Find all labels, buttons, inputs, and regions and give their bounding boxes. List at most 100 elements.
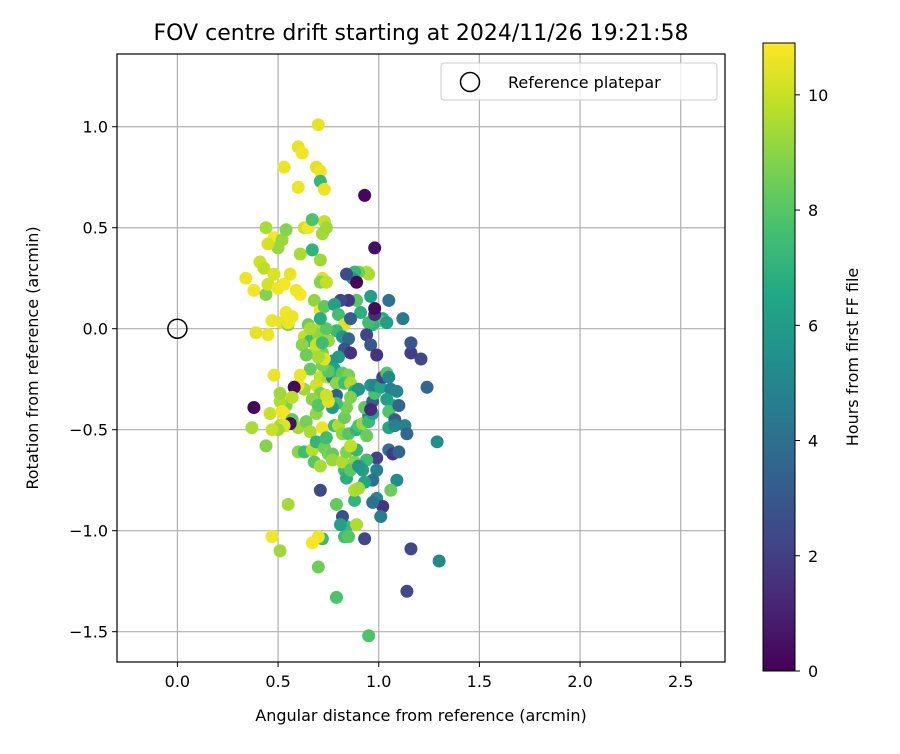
scatter-point — [247, 400, 261, 414]
scatter-point — [352, 481, 366, 495]
scatter-point — [313, 253, 327, 267]
scatter-point — [374, 380, 388, 394]
plot-frame — [116, 53, 726, 663]
scatter-point — [384, 483, 398, 497]
scatter-point — [275, 233, 289, 247]
scatter-point — [390, 384, 404, 398]
scatter-point — [392, 398, 406, 412]
colorbar-tick-label: 6 — [808, 316, 818, 335]
scatter-point — [354, 306, 368, 320]
scatter-point — [366, 495, 380, 509]
x-tick-label: 0.0 — [165, 672, 190, 691]
scatter-point — [281, 316, 295, 330]
scatter-point — [313, 312, 327, 326]
scatter-point — [342, 530, 356, 544]
scatter-point — [404, 542, 418, 556]
scatter-point — [265, 314, 279, 328]
scatter-point — [364, 289, 378, 303]
scatter-point — [319, 388, 333, 402]
scatter-point — [370, 348, 384, 362]
scatter-point — [303, 322, 317, 336]
scatter-point — [370, 463, 384, 477]
reference-platepar-marker — [167, 318, 188, 339]
scatter-point — [344, 439, 358, 453]
scatter-point — [287, 380, 301, 394]
scatter-point — [358, 188, 372, 202]
scatter-point — [307, 293, 321, 307]
scatter-point — [340, 400, 354, 414]
legend-open-circle-marker — [459, 71, 481, 93]
scatter-point — [338, 411, 351, 425]
scatter-point — [331, 308, 345, 322]
scatter-point — [313, 164, 327, 178]
scatter-point — [259, 221, 273, 235]
scatter-point — [364, 338, 378, 352]
colorbar-gradient — [762, 42, 796, 672]
scatter-point — [311, 118, 325, 132]
scatter-point — [259, 439, 273, 453]
scatter-point — [400, 427, 414, 441]
scatter-point — [247, 283, 261, 297]
scatter-point — [319, 322, 333, 336]
scatter-point — [315, 421, 329, 435]
scatter-point — [329, 497, 343, 511]
scatter-point — [344, 346, 358, 360]
y-tick-label: 1.0 — [83, 118, 108, 137]
scatter-point — [303, 362, 317, 376]
x-axis-label: Angular distance from reference (arcmin) — [255, 706, 586, 725]
scatter-point — [267, 267, 281, 281]
x-tick-label: 1.0 — [366, 672, 391, 691]
scatter-point — [261, 328, 275, 342]
scatter-point — [400, 584, 414, 598]
colorbar-tick-label: 4 — [808, 432, 818, 451]
x-tick-label: 2.5 — [668, 672, 693, 691]
scatter-point — [275, 405, 289, 419]
scatter-point — [313, 483, 327, 497]
scatter-point — [239, 271, 253, 285]
scatter-point — [261, 277, 275, 291]
scatter-point — [319, 431, 333, 445]
scatter-point — [404, 336, 418, 350]
scatter-point — [261, 237, 275, 251]
scatter-point — [279, 223, 293, 237]
scatter-point — [348, 493, 362, 507]
scatter-point — [305, 536, 319, 550]
y-axis-label: Rotation from reference (arcmin) — [23, 226, 42, 489]
scatter-point — [335, 455, 349, 469]
scatter-point — [432, 554, 446, 568]
scatter-point — [382, 293, 396, 307]
scatter-point — [305, 213, 319, 227]
scatter-point — [370, 451, 384, 465]
scatter-point — [299, 348, 313, 362]
y-tick-label: −0.5 — [69, 421, 108, 440]
scatter-point — [265, 423, 279, 437]
scatter-point — [368, 241, 382, 255]
scatter-point — [420, 380, 434, 394]
scatter-point — [360, 328, 374, 342]
scatter-point — [267, 368, 281, 382]
legend-label-reference-platepar: Reference platepar — [508, 73, 661, 92]
scatter-point — [273, 544, 287, 558]
scatter-point — [257, 261, 271, 275]
colorbar-tick-label: 8 — [808, 201, 818, 220]
x-tick-label: 1.5 — [467, 672, 492, 691]
scatter-point — [265, 530, 279, 544]
scatter-point — [382, 370, 396, 384]
scatter-point — [319, 221, 333, 235]
scatter-point — [281, 497, 295, 511]
scatter-point — [311, 350, 325, 364]
y-tick-label: 0.0 — [83, 320, 108, 339]
scatter-point — [305, 243, 319, 257]
scatter-point — [344, 312, 358, 326]
scatter-point — [259, 287, 273, 301]
scatter-point — [342, 332, 356, 346]
x-axis-ticks: 0.0 0.5 1.0 1.5 2.0 2.5 — [165, 662, 693, 691]
scatter-point — [362, 267, 376, 281]
scatter-point — [404, 346, 418, 360]
scatter-point — [311, 398, 325, 412]
scatter-point — [289, 283, 303, 297]
scatter-point — [374, 510, 388, 524]
scatter-point — [352, 382, 366, 396]
scatter-point — [273, 386, 287, 400]
scatter-point — [368, 302, 382, 316]
